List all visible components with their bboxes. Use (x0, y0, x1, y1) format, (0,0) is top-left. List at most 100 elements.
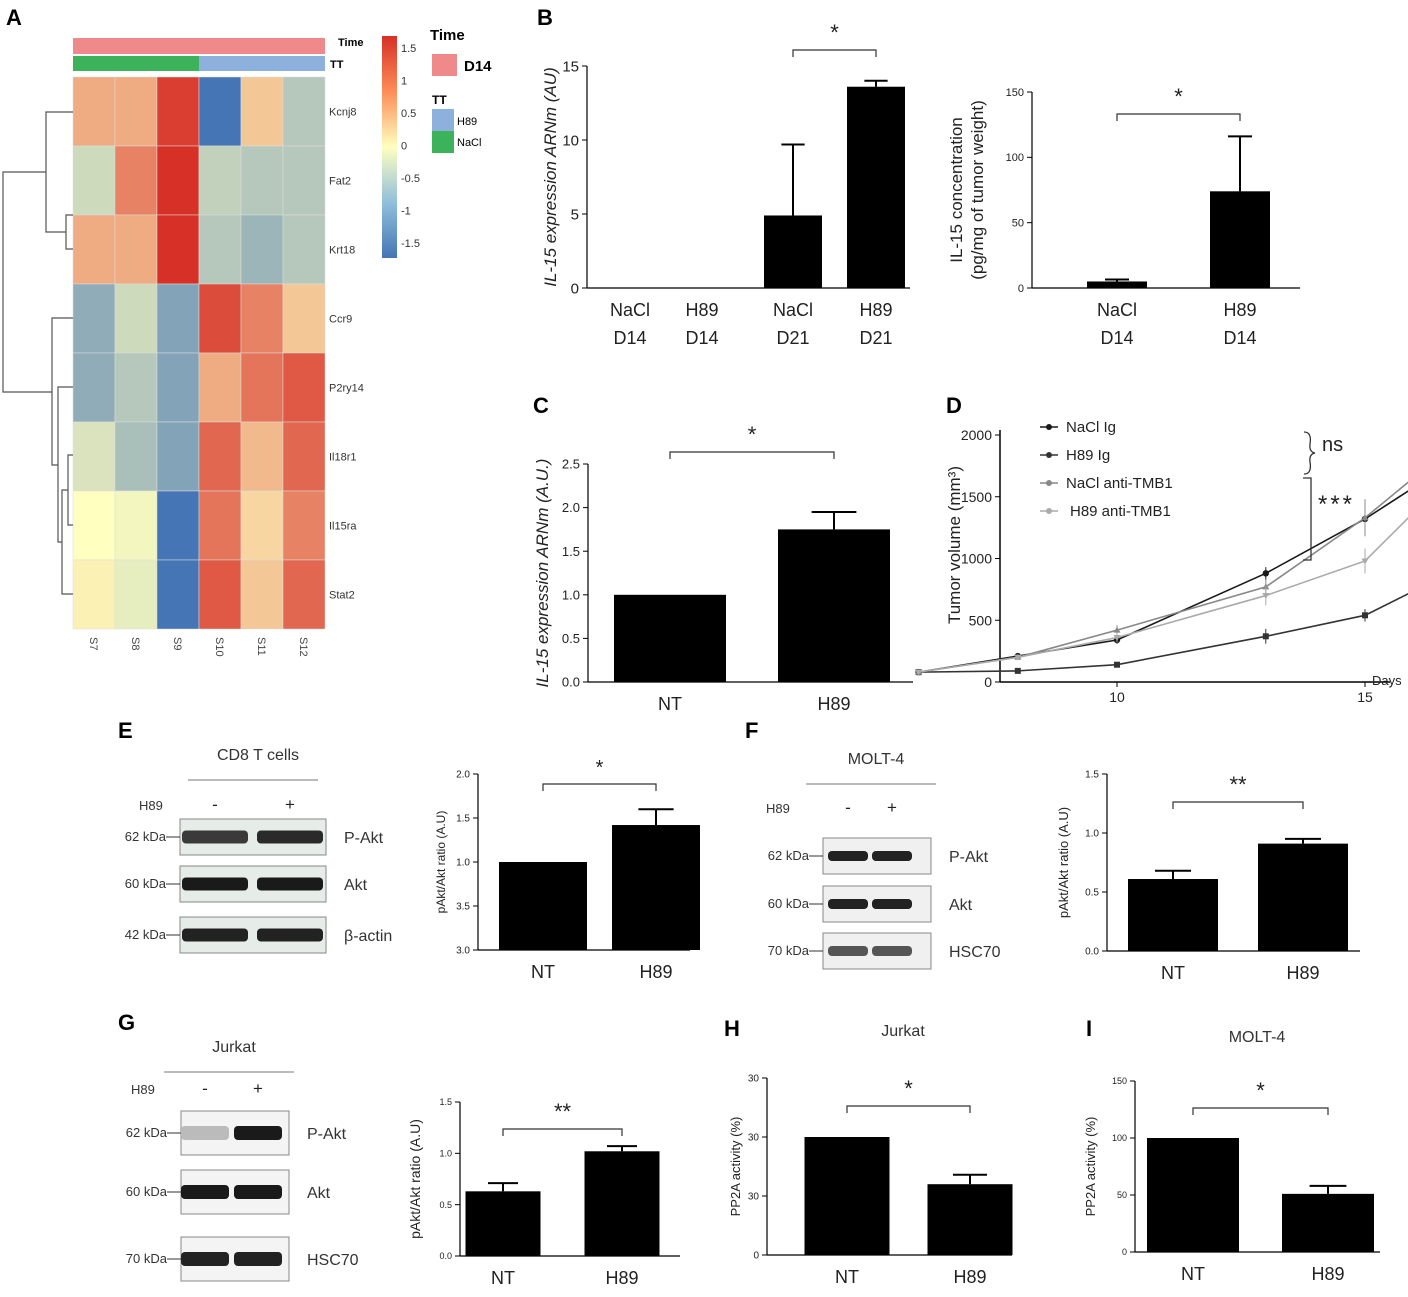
x-category-label: NT (835, 1267, 859, 1287)
band-name: P-Akt (344, 830, 384, 847)
heatmap-cell (156, 76, 200, 147)
y-tick-label: 0 (1122, 1247, 1127, 1257)
heatmap-row-label: Stat2 (329, 590, 355, 602)
data-point (1262, 570, 1270, 577)
protein-band (257, 830, 323, 844)
treatment-annotation-cell (283, 56, 325, 71)
legend-d14-label: D14 (464, 58, 492, 75)
time-annotation-cell (283, 38, 325, 54)
heatmap-cell (240, 76, 284, 147)
x-category-label: NaCl (773, 300, 813, 320)
heatmap-cell (282, 214, 326, 285)
heatmap-row-label: Krt18 (329, 245, 355, 257)
y-axis-label: Tumor volume (mm³) (945, 466, 964, 624)
bar (1282, 1193, 1374, 1252)
treatment-annotation-cell (241, 56, 283, 71)
y-tick-label: 50 (1117, 1190, 1127, 1200)
legend-d14-swatch (432, 54, 457, 76)
x-tick-label: 10 (1109, 689, 1125, 705)
significance-bracket (846, 1105, 971, 1113)
heatmap-cell (240, 214, 284, 285)
data-point (1113, 635, 1121, 642)
heatmap-cell (240, 283, 284, 354)
y-tick-label: 2.0 (456, 770, 470, 781)
y-tick-label: 0.0 (439, 1251, 452, 1261)
y-tick-label: 100 (1006, 152, 1024, 164)
data-point (1113, 626, 1121, 633)
significance-bracket (669, 451, 835, 459)
bar (614, 594, 726, 682)
y-tick-label: 30 (748, 1192, 760, 1203)
y-tick-label: 15 (562, 58, 579, 75)
series-line (918, 593, 1408, 673)
x-category-label: D14 (1223, 328, 1256, 348)
time-annotation-cell (199, 38, 241, 54)
heatmap-cell (198, 490, 242, 561)
legend-marker (1046, 452, 1052, 458)
kda-label: 62 kDa (126, 1125, 168, 1140)
heatmap-cell (156, 490, 200, 561)
legend-h89-swatch (432, 109, 454, 131)
heatmap-cell (198, 283, 242, 354)
band-name: HSC70 (949, 944, 1001, 961)
y-tick-label: 1.5 (562, 544, 580, 559)
treatment-label: H89 (131, 1082, 155, 1097)
significance-label: ns (1322, 434, 1343, 456)
y-tick-label: 10 (562, 132, 579, 149)
heatmap-cell (156, 352, 200, 423)
significance-bracket (1172, 801, 1304, 809)
y-tick-label: 30 (748, 1074, 760, 1085)
protein-band (182, 877, 248, 891)
significance-bracket-triple (1303, 477, 1312, 561)
y-tick-label: 0.5 (1085, 888, 1099, 899)
x-category-label: H89 (685, 300, 718, 320)
legend-marker (1046, 424, 1052, 430)
dendro-branch (51, 317, 73, 466)
heatmap-cell (72, 490, 116, 561)
bar (804, 1137, 890, 1255)
bar (927, 1184, 1013, 1255)
y-tick-label: 30 (748, 1133, 760, 1144)
heatmap-cell (156, 421, 200, 492)
heatmap-cell (72, 283, 116, 354)
y-tick-label: 0 (984, 674, 992, 690)
heatmap-cell (114, 76, 158, 147)
heatmap-cell (72, 559, 116, 630)
band-name: Akt (949, 897, 973, 914)
chart-il15-concentration: 0 50 100 150 NaCl D14 H89 D14 IL-15 concentratio… (947, 84, 1300, 348)
significance-label: * (830, 20, 839, 45)
y-axis-label: IL-15 expression ARNm (A.U.) (533, 459, 552, 688)
kda-label: 70 kDa (126, 1251, 168, 1266)
data-point (915, 669, 923, 676)
heatmap-cell (198, 421, 242, 492)
y-tick-label: 2.0 (562, 500, 580, 515)
y-tick-label: 50 (1012, 218, 1024, 230)
y-tick-label: 150 (1112, 1076, 1127, 1086)
x-category-label: NT (1161, 963, 1185, 983)
x-category-label: NT (658, 694, 682, 714)
treatment-annotation-cell (199, 56, 241, 71)
time-annotation-cell (73, 38, 115, 54)
dendro-branch (65, 214, 73, 250)
bar (1087, 281, 1147, 288)
y-tick-label: 1.5 (439, 1097, 452, 1107)
band-name: HSC70 (307, 1252, 359, 1269)
panel-letter-b: B (537, 5, 553, 30)
bar (1258, 843, 1348, 951)
significance-label: ** (554, 1099, 572, 1124)
time-annotation-label: Time (338, 37, 363, 49)
y-tick-label: 100 (1112, 1133, 1127, 1143)
heatmap-cell (72, 145, 116, 216)
data-point (1014, 667, 1021, 674)
heatmap-cell (156, 283, 200, 354)
treatment-label: H89 (139, 798, 163, 813)
protein-band (828, 946, 868, 956)
heatmap-cell (198, 352, 242, 423)
heatmap-cell (72, 76, 116, 147)
heatmap-cell (240, 559, 284, 630)
legend-nacl-label: NaCl (457, 137, 481, 149)
x-category-label: H89 (1223, 300, 1256, 320)
heatmap-cell (240, 352, 284, 423)
x-category-label: H89 (605, 1268, 638, 1288)
kda-label: 60 kDa (125, 876, 167, 891)
